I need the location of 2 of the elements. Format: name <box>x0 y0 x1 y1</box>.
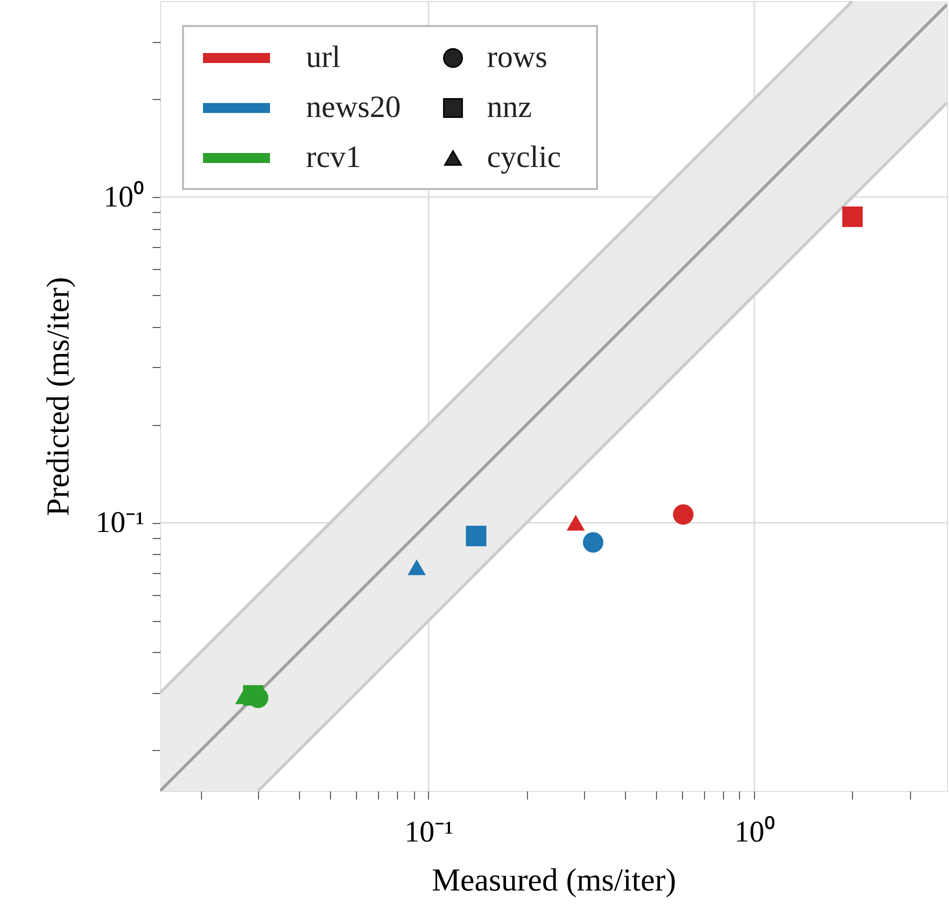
y-axis-title: Predicted (ms/iter) <box>40 276 76 516</box>
x-axis-title: Measured (ms/iter) <box>432 862 676 898</box>
